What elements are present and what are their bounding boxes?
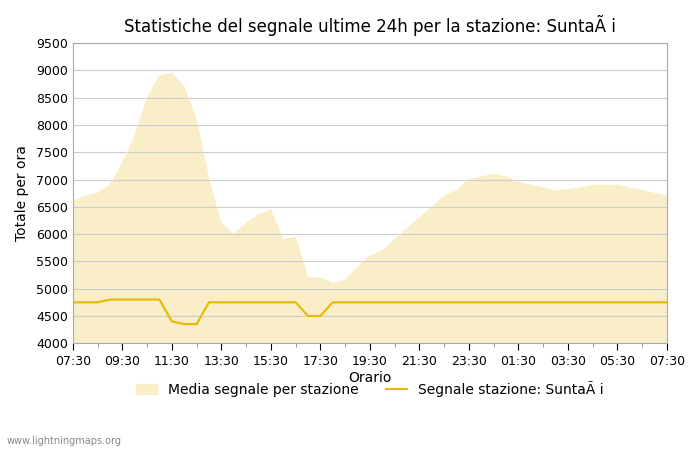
Legend: Media segnale per stazione, Segnale stazione: SuntaÃ i: Media segnale per stazione, Segnale staz… [130,375,610,402]
X-axis label: Orario: Orario [348,371,391,385]
Text: www.lightningmaps.org: www.lightningmaps.org [7,436,122,446]
Y-axis label: Totale per ora: Totale per ora [15,145,29,241]
Title: Statistiche del segnale ultime 24h per la stazione: SuntaÃ i: Statistiche del segnale ultime 24h per l… [124,15,616,36]
